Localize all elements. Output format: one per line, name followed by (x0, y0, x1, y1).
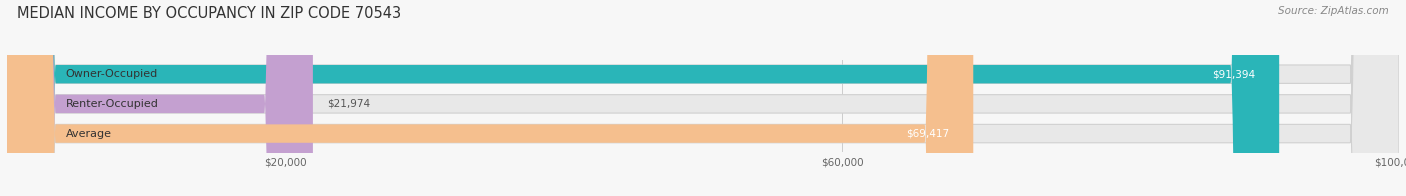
Text: MEDIAN INCOME BY OCCUPANCY IN ZIP CODE 70543: MEDIAN INCOME BY OCCUPANCY IN ZIP CODE 7… (17, 6, 401, 21)
Text: $69,417: $69,417 (905, 129, 949, 139)
Text: $21,974: $21,974 (328, 99, 371, 109)
FancyBboxPatch shape (7, 0, 1399, 196)
FancyBboxPatch shape (7, 0, 1399, 196)
Text: Renter-Occupied: Renter-Occupied (66, 99, 159, 109)
Text: Average: Average (66, 129, 111, 139)
FancyBboxPatch shape (7, 0, 314, 196)
FancyBboxPatch shape (7, 0, 973, 196)
Text: Owner-Occupied: Owner-Occupied (66, 69, 157, 79)
FancyBboxPatch shape (7, 0, 1399, 196)
Text: $91,394: $91,394 (1212, 69, 1254, 79)
Text: Source: ZipAtlas.com: Source: ZipAtlas.com (1278, 6, 1389, 16)
FancyBboxPatch shape (7, 0, 1279, 196)
